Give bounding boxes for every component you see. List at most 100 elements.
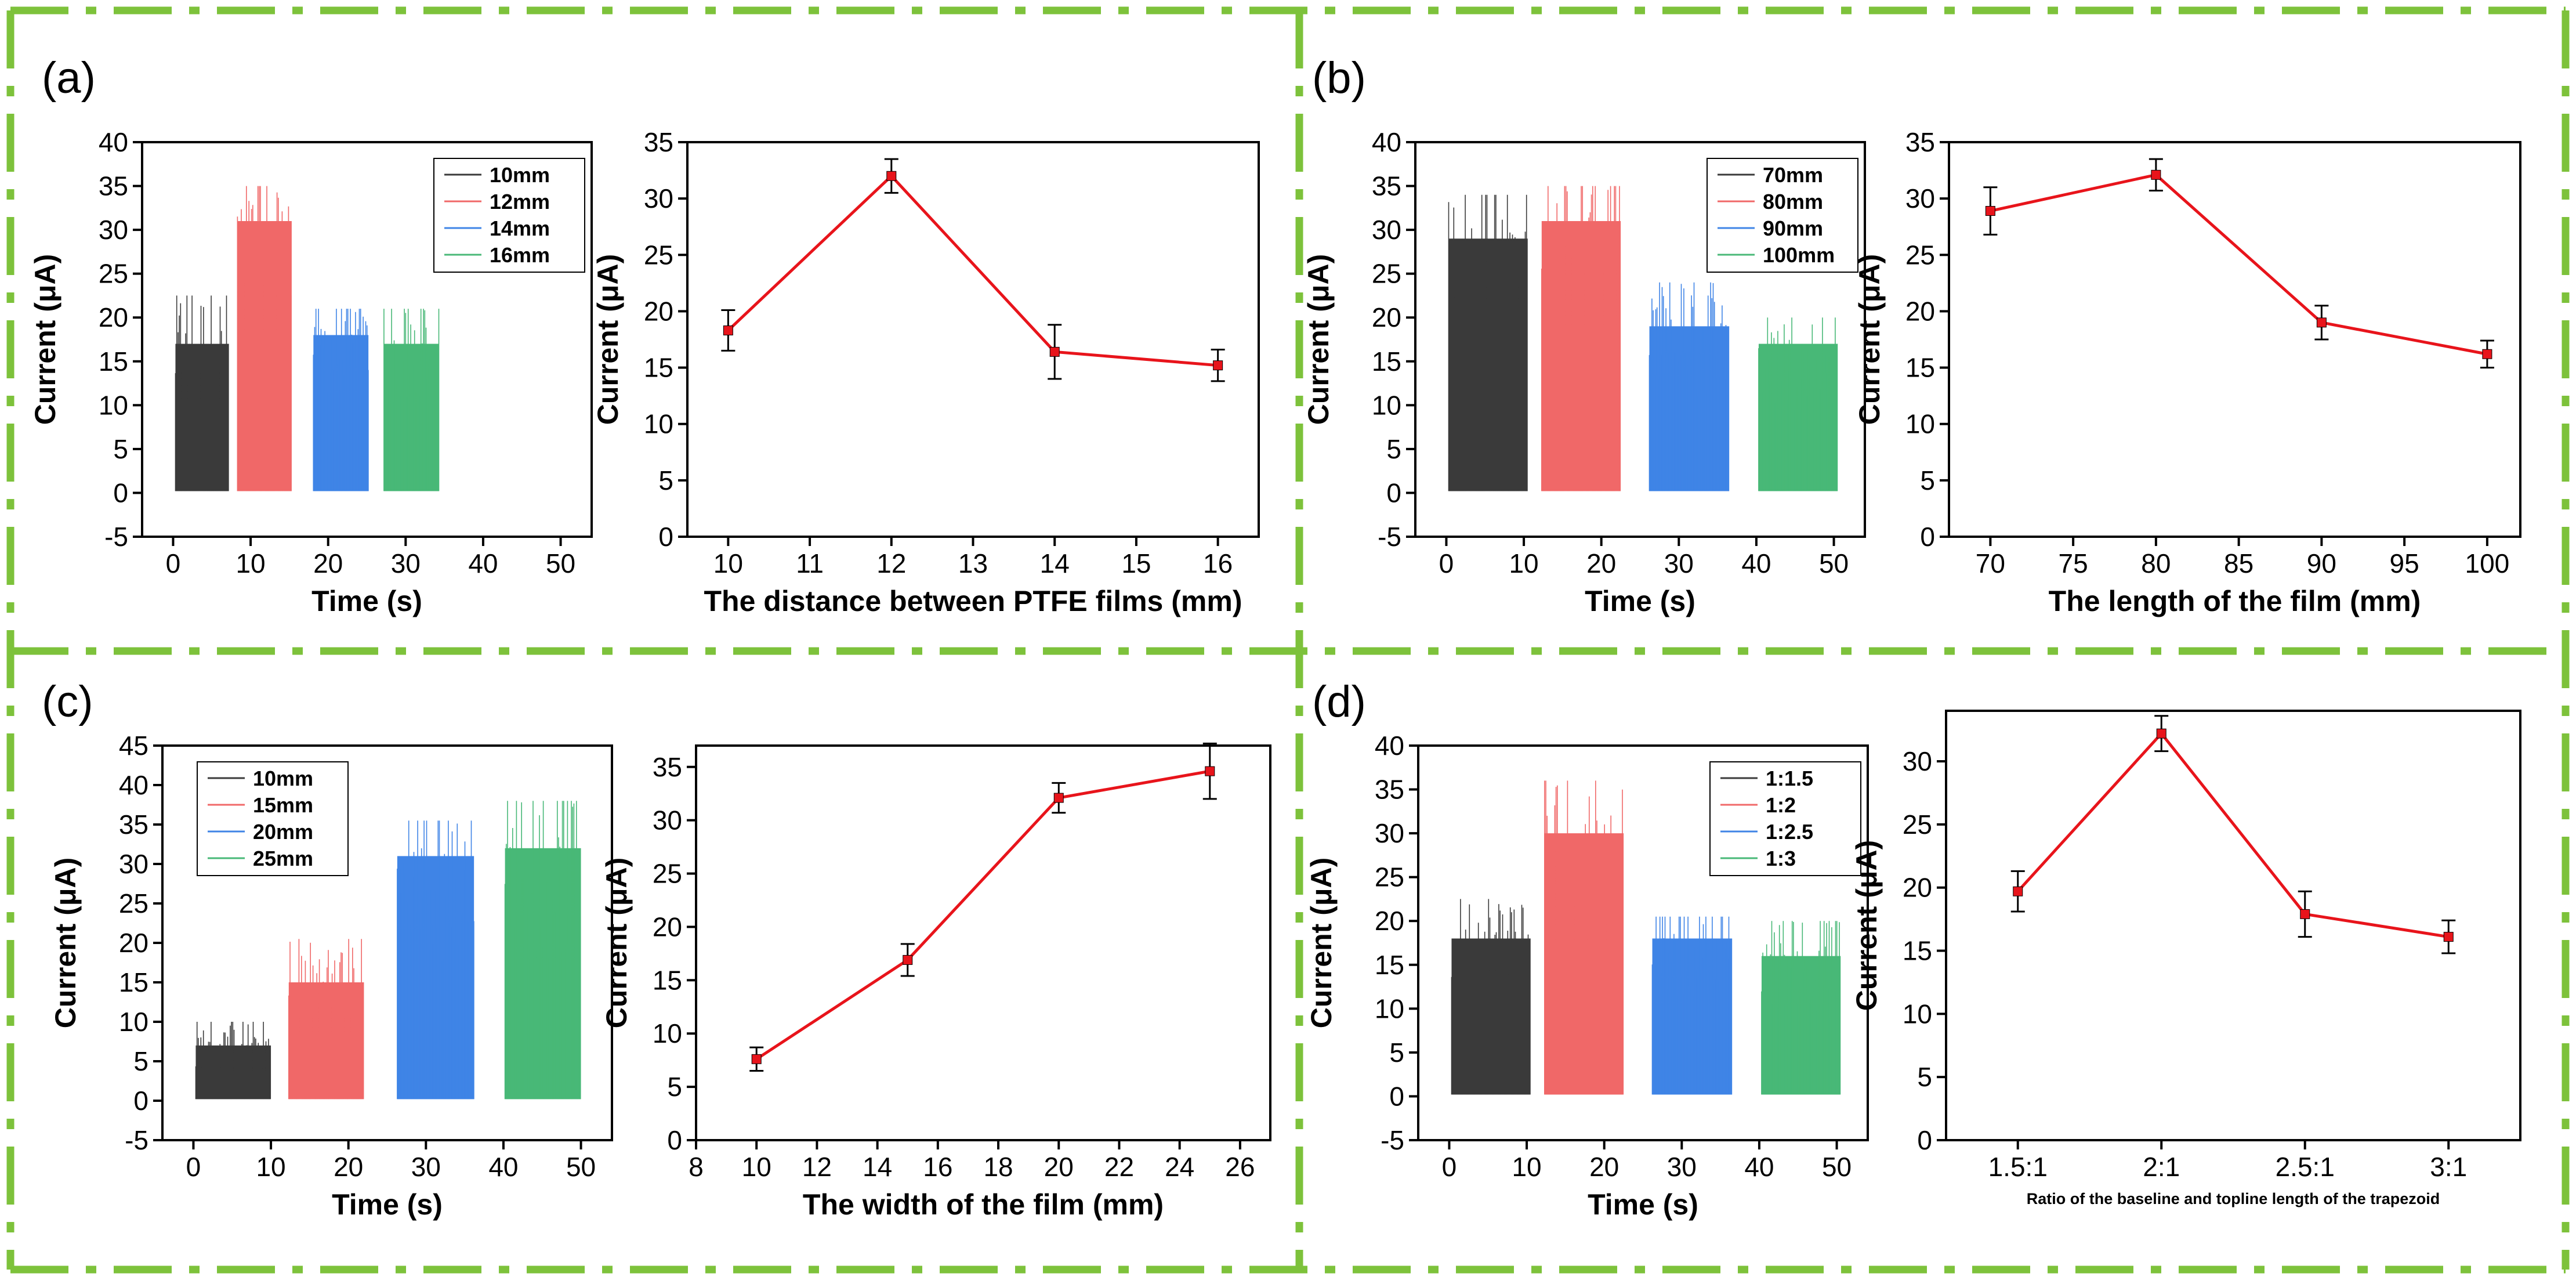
- y-tick-label: 10: [1375, 993, 1404, 1024]
- y-tick-label: 15: [653, 965, 682, 995]
- legend-box: [1707, 158, 1858, 273]
- y-tick-label: 30: [644, 183, 673, 214]
- y-tick-label: 10: [99, 390, 128, 420]
- panel-label-c: (c): [42, 677, 93, 726]
- summary-plot: 1.5:1 2:1 2.5:1 3:1 0 5 10 15 20 25 30 Ratio of the…: [1850, 710, 2521, 1207]
- current-series: [237, 186, 292, 491]
- summary-plot: 10 11 12 13 14 15 16 0 5 10 15 20 25 30 35 The distance…: [592, 127, 1260, 617]
- current-series: [1651, 916, 1733, 1095]
- axes-frame: [141, 141, 593, 538]
- x-tick-label: 16: [1203, 548, 1233, 578]
- y-axis-title: Current (μA): [1853, 254, 1886, 425]
- y-tick-label: 0: [1920, 522, 1935, 552]
- x-tick-label: 24: [1165, 1152, 1194, 1182]
- legend-label: 1:2: [1766, 793, 1796, 817]
- y-tick-label: 35: [1905, 127, 1935, 157]
- y-tick-label: 5: [1917, 1062, 1932, 1092]
- x-tick-label: 100: [2465, 548, 2510, 578]
- summary-plot: 70 75 80 85 90 95 100 0 5 10 15 20 25 30 35 The length …: [1853, 127, 2521, 617]
- y-tick-label: 30: [1905, 183, 1935, 214]
- x-axis-title: The distance between PTFE films (mm): [704, 585, 1242, 617]
- y-tick-label: 40: [1372, 127, 1401, 157]
- time-plot: 0 10 20 30 40 50 -5 0 5 10 15 20 25 30 35 40 10mm 12mm14m…: [29, 127, 593, 617]
- x-tick-label: 14: [1040, 548, 1070, 578]
- x-tick-label: 80: [2141, 548, 2171, 578]
- y-tick-label: 35: [644, 127, 673, 157]
- current-series-spikes: [397, 820, 474, 1100]
- current-series: [195, 1022, 271, 1100]
- y-tick-label: 20: [1905, 296, 1935, 326]
- y-tick-label: 25: [119, 888, 148, 919]
- y-axis-title: Current (μA): [1302, 254, 1335, 425]
- legend-label: 70mm: [1763, 163, 1823, 187]
- y-tick-label: -5: [104, 522, 128, 552]
- y-tick-label: 30: [653, 805, 682, 836]
- y-tick-label: 30: [119, 849, 148, 879]
- x-tick-label: 0: [1439, 548, 1454, 578]
- y-tick-label: 0: [1389, 1081, 1404, 1111]
- y-tick-label: 20: [644, 296, 673, 326]
- legend-label: 12mm: [490, 190, 550, 214]
- x-tick-label: 95: [2390, 548, 2419, 578]
- panel-label-b: (b): [1312, 53, 1366, 103]
- y-tick-label: 20: [1375, 906, 1404, 936]
- data-point: [2482, 349, 2492, 359]
- legend-box: [197, 761, 349, 876]
- y-tick-label: 5: [1920, 465, 1935, 496]
- y-tick-label: 20: [99, 302, 128, 332]
- y-tick-label: 10: [119, 1007, 148, 1037]
- y-tick-label: 0: [658, 522, 673, 552]
- x-tick-label: 10: [236, 548, 265, 578]
- plots-layer: 0 10 20 30 40 50-5051015202530354010mm12mm14m…: [29, 127, 2521, 1221]
- axes-frame: [1945, 710, 2521, 1141]
- y-axis-title: Current (μA): [29, 254, 61, 425]
- x-tick-label: 10: [713, 548, 743, 578]
- x-axis-title: Time (s): [332, 1188, 443, 1221]
- x-tick-label: 20: [1586, 548, 1616, 578]
- time-plot: 0 10 20 30 40 50 -5 0 5 10 15 20 25 30 35 40 70mm 80mm90m…: [1302, 127, 1866, 617]
- y-tick-label: 10: [1372, 390, 1401, 420]
- x-tick-label: 30: [1667, 1152, 1697, 1182]
- panel-label-a: (a): [42, 53, 96, 103]
- data-point: [723, 325, 733, 335]
- y-tick-label: 20: [1903, 873, 1932, 903]
- data-line: [2016, 731, 2449, 939]
- current-series: [1451, 899, 1531, 1095]
- x-axis-title: Time (s): [1588, 1188, 1698, 1221]
- y-tick-label: 30: [1375, 818, 1404, 848]
- y-tick-label: 40: [1375, 731, 1404, 761]
- x-axis-title: The length of the film (mm): [2049, 585, 2421, 617]
- y-tick-label: 10: [644, 409, 673, 439]
- y-tick-label: 20: [119, 928, 148, 958]
- y-tick-label: 15: [1905, 353, 1935, 383]
- x-tick-label: 0: [1442, 1152, 1457, 1182]
- panel-borders: [6, 6, 2570, 1274]
- x-axis-title: The width of the film (mm): [803, 1188, 1164, 1221]
- time-plot: 0 10 20 30 40 50 -5 0 5 10 15 20 25 30 35 40 45 10mm 15mm 2…: [49, 731, 613, 1221]
- y-tick-label: 0: [667, 1125, 682, 1155]
- x-tick-label: 75: [2059, 548, 2088, 578]
- x-tick-label: 12: [802, 1152, 832, 1182]
- legend-label: 14mm: [490, 216, 550, 240]
- y-tick-label: -5: [125, 1125, 148, 1155]
- x-tick-label: 50: [546, 548, 575, 578]
- data-line: [1990, 173, 2488, 356]
- y-tick-label: 0: [133, 1086, 148, 1116]
- y-tick-label: 15: [119, 967, 148, 997]
- data-point: [2300, 909, 2310, 919]
- current-series-spikes: [175, 295, 229, 491]
- current-series: [313, 309, 369, 491]
- current-series-spikes: [1451, 899, 1530, 1095]
- legend-label: 100mm: [1763, 243, 1835, 267]
- x-tick-label: 20: [1044, 1152, 1074, 1182]
- x-tick-label: 90: [2307, 548, 2336, 578]
- x-tick-label: 10: [1512, 1152, 1541, 1182]
- legend: 1:1.5 1:2 1:2.5 1:3: [1709, 761, 1861, 876]
- current-series-spikes: [237, 186, 292, 491]
- y-tick-label: 5: [113, 434, 128, 464]
- current-series: [1758, 317, 1838, 491]
- data-point: [1053, 793, 1064, 803]
- x-tick-label: 11: [796, 548, 824, 578]
- time-plot: 0 10 20 30 40 50 -5 0 5 10 15 20 25 30 35 40 1:1.5 1:2 1:2…: [1305, 731, 1869, 1221]
